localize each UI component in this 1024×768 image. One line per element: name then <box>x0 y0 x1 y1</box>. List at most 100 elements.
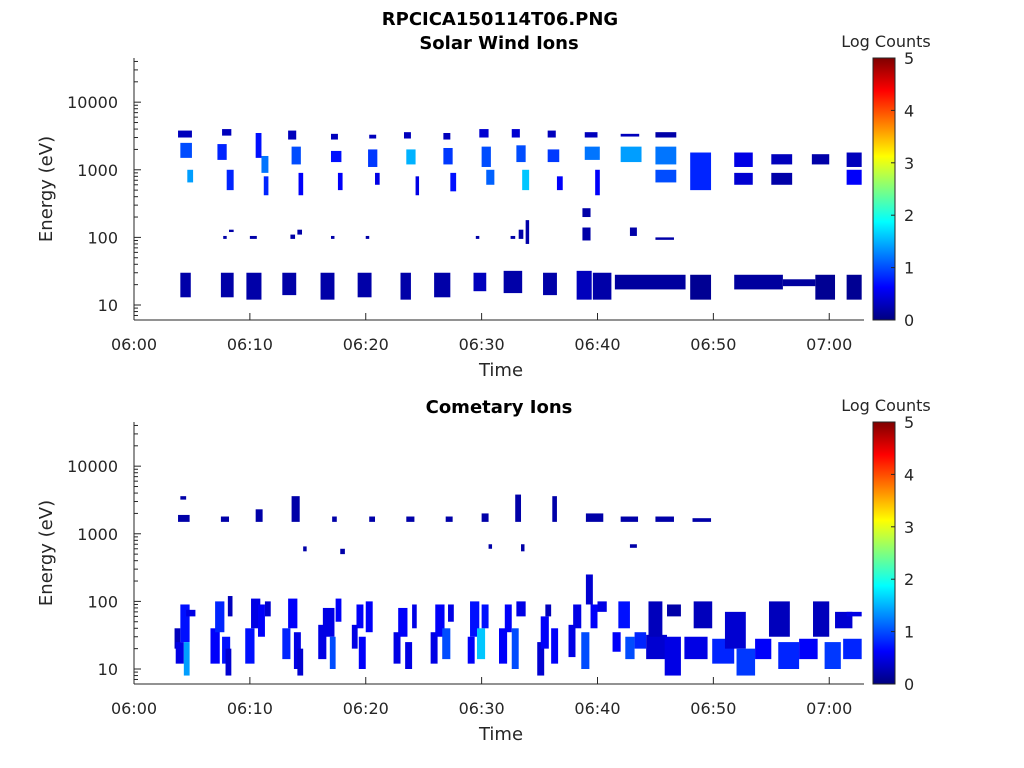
heatmap-cell <box>415 176 420 196</box>
heatmap-cell <box>217 144 227 160</box>
x-tick-label: 06:30 <box>459 335 505 354</box>
heatmap-cell <box>445 516 453 522</box>
heatmap-cell <box>481 146 491 167</box>
heatmap-cell <box>655 237 674 240</box>
heatmap-cell <box>369 134 377 139</box>
heatmap-cell <box>846 274 862 300</box>
heatmap-cell <box>412 604 417 629</box>
heatmap-cell <box>180 142 192 158</box>
heatmap-cell <box>434 272 451 298</box>
x-axis-label: Time <box>478 724 523 745</box>
heatmap-cell <box>684 636 708 660</box>
heatmap-cell <box>406 516 415 522</box>
heatmap-cell <box>357 272 372 298</box>
heatmap-cell <box>547 149 560 163</box>
heatmap-cell <box>768 601 790 637</box>
heatmap-cell <box>318 624 327 660</box>
colorbar-tick-label: 0 <box>904 675 914 694</box>
colorbar-label: Log Counts <box>841 396 931 415</box>
heatmap-cell <box>356 604 364 629</box>
heatmap-cell <box>488 544 493 549</box>
x-tick-label: 07:00 <box>806 335 852 354</box>
heatmap-cell <box>263 176 269 196</box>
heatmap-cell <box>667 604 681 617</box>
heatmap-cell <box>282 272 297 296</box>
heatmap-cell <box>220 272 234 298</box>
heatmap-cell <box>223 235 227 239</box>
heatmap-cell <box>625 636 635 660</box>
heatmap-cell <box>648 601 663 637</box>
heatmap-cell <box>612 632 621 652</box>
x-tick-label: 06:50 <box>690 699 736 718</box>
figure-title: RPCICA150114T06.PNG <box>382 9 618 30</box>
heatmap-cell <box>226 169 234 191</box>
heatmap-cell <box>180 272 191 298</box>
heatmap-cell <box>581 632 590 670</box>
heatmap-cell <box>358 636 366 670</box>
heatmap-cell <box>330 235 335 239</box>
heatmap-cell <box>734 274 783 290</box>
heatmap-cell <box>264 601 271 617</box>
chart-title: Cometary Ions <box>426 397 573 418</box>
x-tick-label: 07:00 <box>806 699 852 718</box>
heatmap-cell <box>597 601 607 612</box>
heatmap-cell <box>220 516 230 522</box>
cometary-panel: Cometary Ions 06:00 06:10 06:20 06:30 06:40 06… <box>36 396 931 745</box>
heatmap-cell <box>340 548 345 555</box>
heatmap-cell <box>435 604 445 637</box>
heatmap-cell <box>736 648 756 676</box>
heatmap-cell <box>255 132 262 158</box>
heatmap-cell <box>813 601 830 637</box>
heatmap-cell <box>755 638 772 660</box>
heatmap-cell <box>521 544 525 552</box>
heatmap-cell <box>183 642 190 676</box>
heatmap-cell <box>320 272 335 300</box>
heatmap-cell <box>479 129 489 138</box>
heatmap-cell <box>590 604 598 629</box>
heatmap-cell <box>734 172 753 185</box>
y-tick-label: 1000 <box>77 161 118 180</box>
colorbar-tick-label: 2 <box>904 570 914 589</box>
heatmap-cell <box>215 601 225 633</box>
heatmap-cell <box>655 516 674 522</box>
heatmap-cell <box>778 642 800 670</box>
heatmap-cell <box>187 169 194 183</box>
heatmap-cell <box>222 129 232 136</box>
heatmap-cell <box>592 272 612 300</box>
heatmap-cell <box>329 636 336 670</box>
heatmap-cell <box>298 172 304 196</box>
x-tick-label: 06:10 <box>227 335 273 354</box>
heatmap-cell <box>646 634 668 660</box>
heatmap-cell <box>398 607 408 637</box>
heatmap-cell <box>504 604 512 633</box>
heatmap-cell <box>584 132 598 138</box>
colorbar-tick-label: 1 <box>904 259 914 278</box>
colorbar-tick-label: 5 <box>904 49 914 68</box>
heatmap-cell <box>724 611 746 649</box>
heatmap-cell <box>257 604 265 637</box>
heatmap-cell <box>448 604 454 622</box>
heatmap-cell <box>288 598 298 629</box>
heatmap-cell <box>629 544 637 548</box>
heatmap-cell <box>846 152 862 167</box>
heatmap-cell <box>443 132 451 140</box>
heatmap-cell <box>690 274 712 300</box>
heatmap-cell <box>664 636 681 676</box>
heatmap-cell <box>251 598 261 629</box>
colorbar-tick-label: 4 <box>904 465 914 484</box>
heatmap-cell <box>824 642 841 670</box>
heatmap-cell <box>556 176 563 191</box>
heatmap-cell <box>655 169 677 183</box>
heatmap-cell <box>516 601 526 617</box>
heatmap-cell <box>815 274 836 300</box>
heatmap-cell <box>573 604 582 629</box>
heatmap-cell <box>229 229 234 233</box>
y-tick-label: 100 <box>87 592 118 611</box>
heatmap-cell <box>499 628 508 664</box>
heatmap-cell <box>245 628 255 664</box>
heatmap-cell <box>511 628 519 670</box>
colorbar-tick-label: 2 <box>904 206 914 225</box>
heatmap-cell <box>582 227 591 241</box>
heatmap-cell <box>614 274 686 290</box>
heatmap-cell <box>467 636 475 664</box>
